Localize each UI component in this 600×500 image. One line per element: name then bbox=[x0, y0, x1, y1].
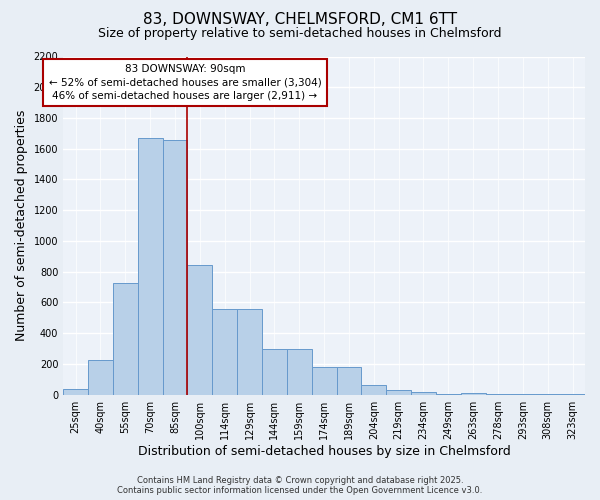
Bar bbox=[262, 348, 287, 395]
Text: Contains HM Land Registry data © Crown copyright and database right 2025.
Contai: Contains HM Land Registry data © Crown c… bbox=[118, 476, 482, 495]
Bar bbox=[287, 348, 311, 395]
Y-axis label: Number of semi-detached properties: Number of semi-detached properties bbox=[15, 110, 28, 342]
Bar bbox=[337, 367, 361, 394]
Bar bbox=[212, 310, 237, 394]
Bar bbox=[187, 265, 212, 394]
X-axis label: Distribution of semi-detached houses by size in Chelmsford: Distribution of semi-detached houses by … bbox=[138, 444, 511, 458]
Bar bbox=[63, 390, 88, 394]
Text: Size of property relative to semi-detached houses in Chelmsford: Size of property relative to semi-detach… bbox=[98, 28, 502, 40]
Bar bbox=[461, 393, 485, 394]
Bar bbox=[113, 284, 138, 395]
Bar bbox=[311, 367, 337, 394]
Text: 83 DOWNSWAY: 90sqm
← 52% of semi-detached houses are smaller (3,304)
46% of semi: 83 DOWNSWAY: 90sqm ← 52% of semi-detache… bbox=[49, 64, 322, 100]
Bar bbox=[237, 308, 262, 394]
Bar bbox=[386, 390, 411, 394]
Bar bbox=[163, 140, 187, 394]
Bar bbox=[411, 392, 436, 394]
Text: 83, DOWNSWAY, CHELMSFORD, CM1 6TT: 83, DOWNSWAY, CHELMSFORD, CM1 6TT bbox=[143, 12, 457, 28]
Bar bbox=[361, 386, 386, 394]
Bar bbox=[88, 360, 113, 394]
Bar bbox=[138, 138, 163, 394]
